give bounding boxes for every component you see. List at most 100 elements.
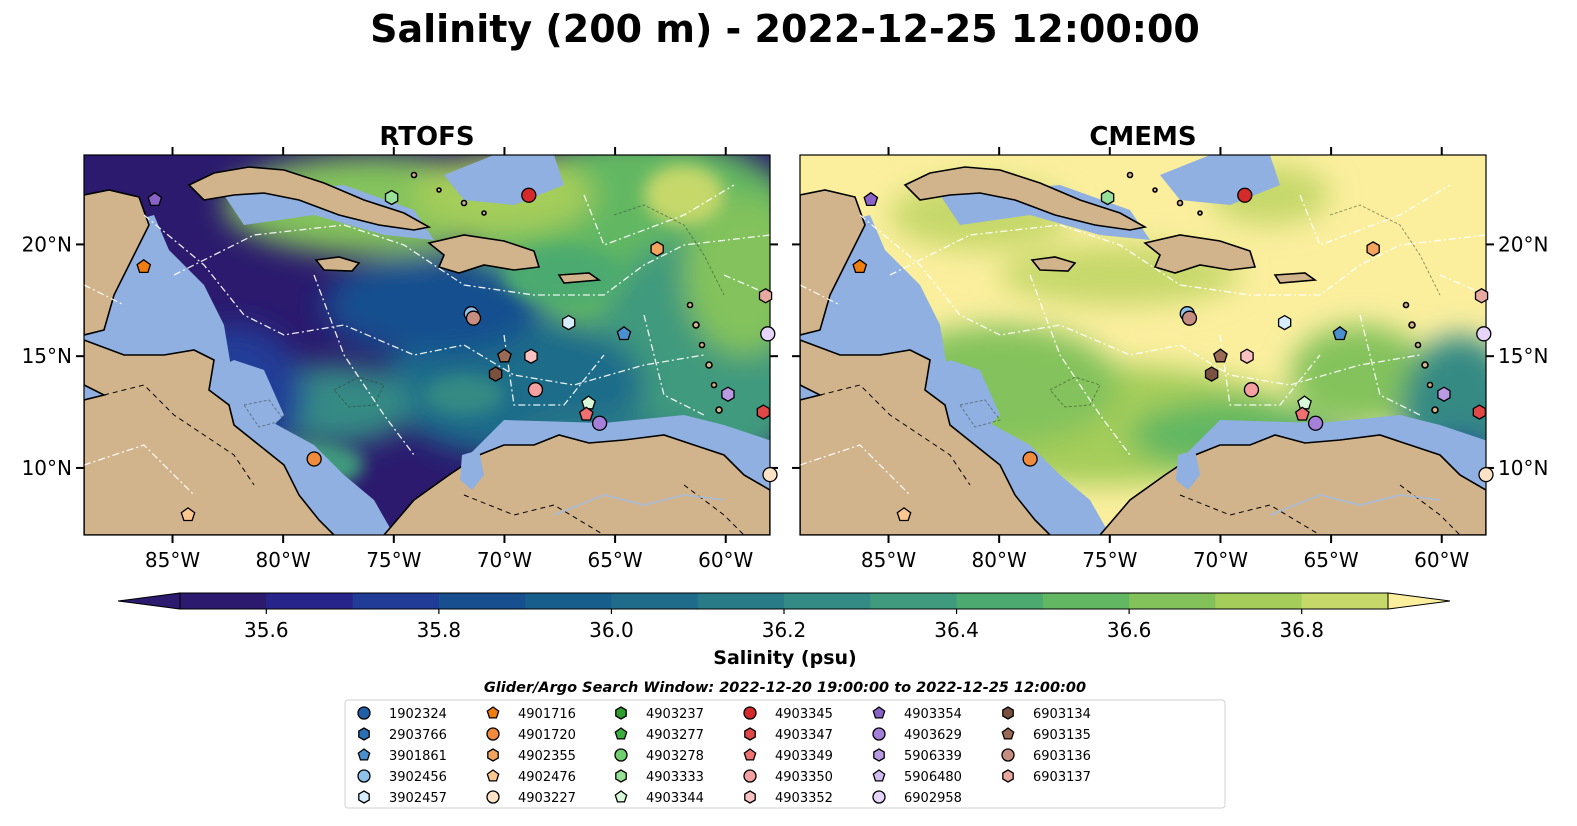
float-marker-cmems-4903349	[1294, 406, 1310, 421]
float-marker-rtofs-4902476	[180, 507, 196, 522]
colorbar-tick-label: 36.8	[1279, 618, 1324, 642]
legend-label: 6902958	[904, 791, 962, 806]
colorbar-band	[611, 593, 699, 609]
legend-label: 6903135	[1033, 728, 1091, 743]
legend-entry: 4901716	[486, 706, 576, 722]
x-tick-label: 60°W	[698, 548, 753, 572]
float-marker-cmems-4902355	[1366, 241, 1380, 257]
float-markers	[136, 187, 1494, 522]
legend-label: 5906339	[904, 749, 962, 764]
legend-entry: 4903629	[872, 727, 962, 743]
colorbar-extend-low	[117, 592, 181, 610]
legend-entry: 1902324	[357, 706, 447, 722]
colorbar-band	[1042, 593, 1130, 609]
legend-label: 3902456	[389, 770, 447, 785]
legend-entry: 4902355	[487, 748, 576, 764]
legend-label: 6903136	[1033, 749, 1091, 764]
legend-marker-4903277	[614, 727, 628, 740]
y-tick-label: 20°N	[1498, 232, 1548, 256]
legend-entry: 4902476	[486, 769, 576, 785]
x-tick-label: 85°W	[145, 548, 200, 572]
panel-rtofs: RTOFS	[83, 122, 771, 536]
legend-entry: 4903352	[744, 790, 833, 806]
legend-marker-4903354	[872, 706, 886, 719]
float-marker-rtofs-3901861	[616, 325, 632, 341]
y-tick-label: 10°N	[22, 456, 72, 480]
float-marker-cmems-4903352	[1240, 348, 1254, 364]
legend-label: 6903134	[1033, 707, 1091, 722]
x-tick-label: 70°W	[1193, 548, 1248, 572]
legend-label: 4903345	[775, 707, 833, 722]
float-marker-cmems-6903135	[1213, 348, 1228, 363]
float-marker-rtofs-6902958	[760, 326, 776, 342]
float-marker-rtofs-4903352	[524, 348, 538, 364]
float-marker-cmems-4903629	[1307, 415, 1324, 431]
legend-entry: 5906339	[873, 748, 962, 764]
legend-label: 4903347	[775, 728, 833, 743]
legend-marker-4903227	[486, 790, 500, 804]
float-marker-cmems-4903227	[1478, 466, 1494, 483]
legend-label: 4903350	[775, 770, 833, 785]
float-marker-cmems-4903333	[1100, 189, 1115, 206]
legend-label: 4901720	[518, 728, 576, 743]
float-marker-cmems-4903350	[1243, 382, 1260, 398]
x-tick-label: 80°W	[256, 548, 311, 572]
legend-entry: 2903766	[358, 727, 447, 743]
legend-title: Glider/Argo Search Window: 2022-12-20 19…	[484, 680, 1086, 696]
legend-entry: 4903347	[744, 727, 833, 743]
float-marker-cmems-5906339	[1437, 386, 1451, 402]
legend-marker-6903134	[1002, 706, 1014, 720]
legend-marker-6903136	[1001, 748, 1015, 762]
legend-entry: 4903354	[872, 706, 962, 722]
float-marker-rtofs-4903354	[147, 191, 163, 207]
legend-marker-1902324	[357, 706, 371, 720]
legend-entry: 4903277	[614, 727, 704, 743]
float-marker-cmems-3902457	[1277, 314, 1292, 331]
legend-entry: 3902456	[357, 769, 447, 785]
legend-label: 4903629	[904, 728, 962, 743]
colorbar-band	[956, 593, 1044, 609]
legend-marker-4903278	[614, 748, 628, 762]
figure-title: Salinity (200 m) - 2022-12-25 12:00:00	[370, 7, 1200, 51]
float-marker-rtofs-5906339	[721, 386, 735, 402]
legend-marker-4903333	[615, 769, 627, 783]
legend-label: 4903277	[646, 728, 704, 743]
legend-marker-4903237	[615, 706, 627, 720]
legend-label: 6903137	[1033, 770, 1091, 785]
legend-marker-3902457	[358, 790, 370, 804]
legend-label: 4903344	[646, 791, 704, 806]
legend-entry: 4903237	[615, 706, 704, 722]
legend-marker-6903137	[1002, 769, 1014, 783]
legend-entry: 6902958	[872, 790, 962, 806]
float-marker-rtofs-4902355	[650, 241, 664, 257]
colorbar-band	[784, 593, 871, 609]
legend-label: 4902476	[518, 770, 576, 785]
panel-title-rtofs: RTOFS	[379, 122, 474, 152]
legend-label: 2903766	[389, 728, 447, 743]
float-marker-rtofs-4903333	[384, 189, 399, 206]
colorbar-tick-label: 35.8	[417, 618, 462, 642]
float-marker-rtofs-4903227	[762, 466, 778, 483]
x-tick-label: 80°W	[972, 548, 1027, 572]
x-tick-label: 75°W	[1082, 548, 1137, 572]
legend-entry: 6903135	[1001, 727, 1091, 743]
float-marker-cmems-6903137	[1474, 288, 1489, 304]
legend-marker-4903345	[743, 706, 757, 720]
legend-entry: 6903136	[1001, 748, 1091, 764]
float-marker-cmems-4903354	[863, 191, 879, 207]
colorbar-band	[1129, 593, 1216, 609]
legend-entry: 4903349	[743, 748, 833, 764]
float-marker-rtofs-4903345	[521, 187, 537, 203]
float-marker-rtofs-4901716	[136, 258, 152, 274]
float-marker-cmems-4903347	[1472, 404, 1487, 420]
legend-label: 4903354	[904, 707, 962, 722]
legend-entry: 4901720	[486, 727, 576, 743]
y-tick-label: 10°N	[1498, 456, 1548, 480]
colorbar: 35.6 35.8 36.0 36.2 36.4 36.6 36.8	[117, 592, 1451, 642]
legend-marker-4903344	[614, 790, 628, 803]
legend-marker-3901861	[357, 748, 371, 761]
x-tick-label: 70°W	[477, 548, 532, 572]
legend-label: 3901861	[389, 749, 447, 764]
x-tick-label: 75°W	[366, 548, 421, 572]
x-tick-label: 85°W	[861, 548, 916, 572]
